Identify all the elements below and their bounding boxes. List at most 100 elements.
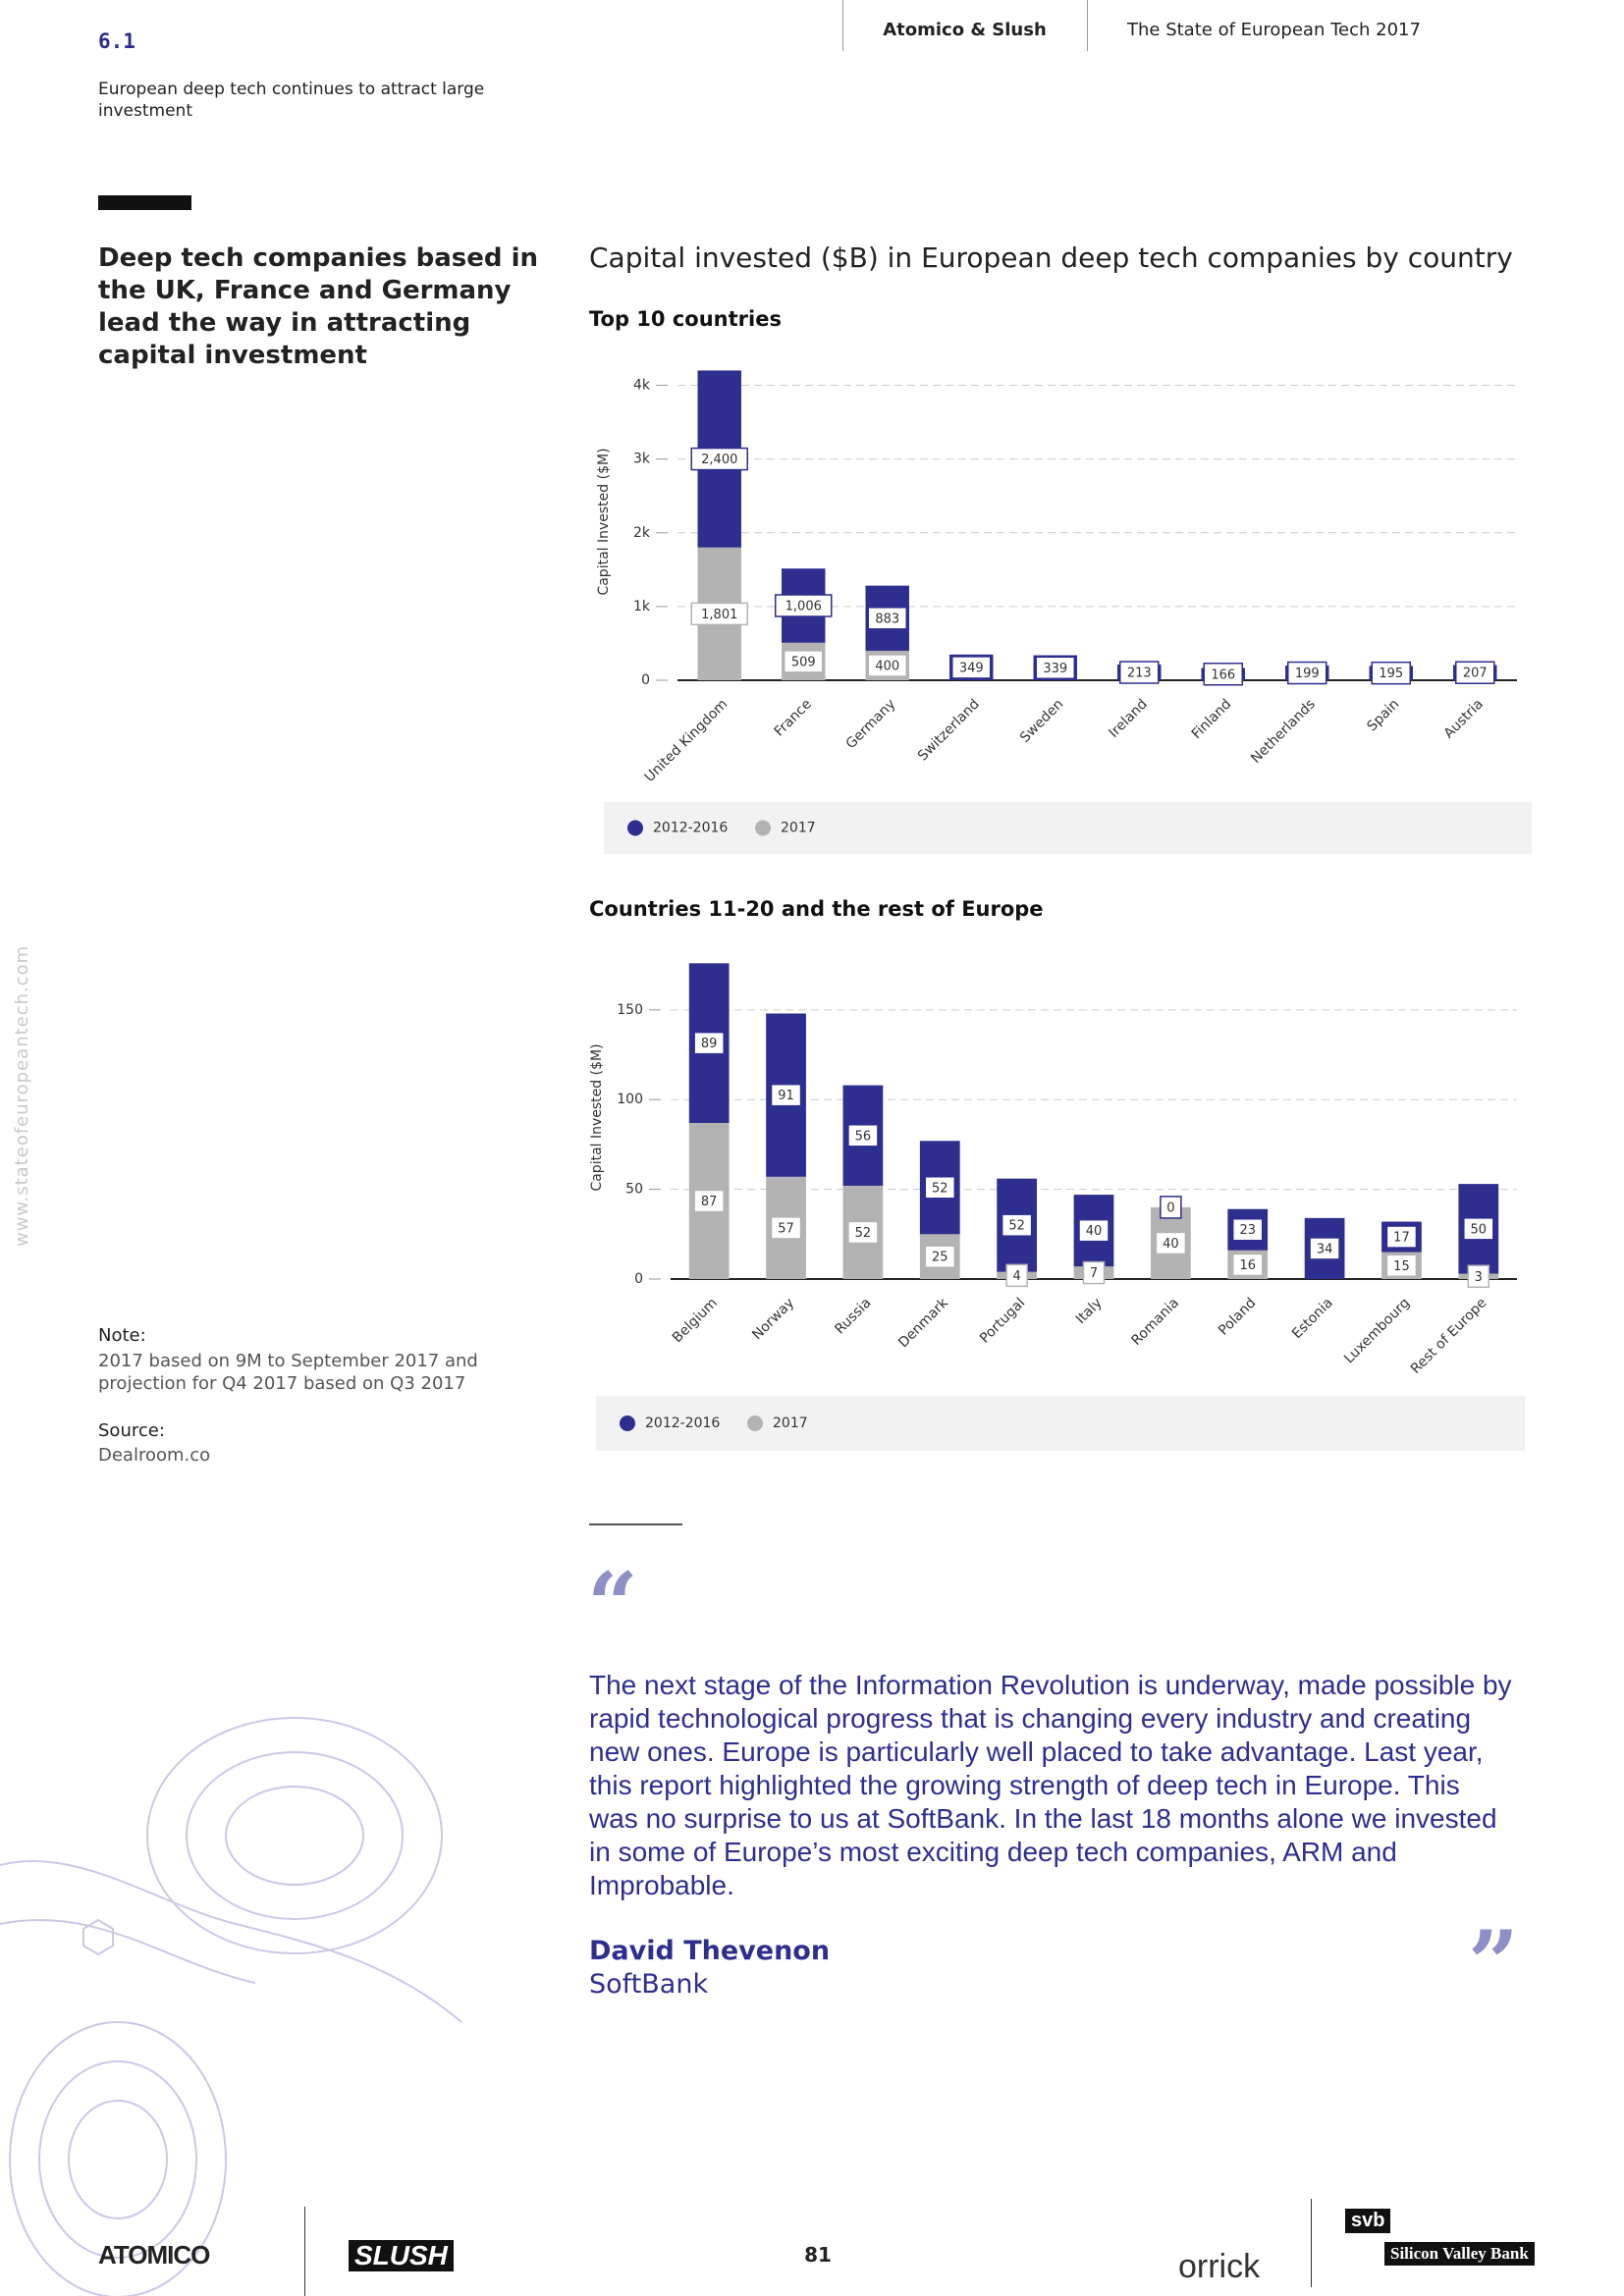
logo-svb: svb bbox=[1345, 2209, 1391, 2233]
quote-company: SoftBank bbox=[589, 1969, 709, 2000]
legend-swatch bbox=[747, 1415, 763, 1431]
value-label-box bbox=[1385, 1254, 1418, 1278]
value-label-box bbox=[693, 1031, 725, 1055]
value-label-box bbox=[847, 1220, 879, 1245]
value-label: 52 bbox=[855, 1226, 872, 1241]
legend-label: 2012-2016 bbox=[653, 821, 728, 836]
quote-mark-close: ” bbox=[1468, 1911, 1519, 2015]
legend-swatch bbox=[620, 1415, 635, 1431]
report-title: The State of European Tech 2017 bbox=[1127, 20, 1421, 40]
y-tick-label: 50 bbox=[625, 1182, 643, 1198]
value-label-box bbox=[924, 1176, 956, 1200]
accent-bar bbox=[98, 195, 191, 210]
note: 2017 based on 9M to September 2017 and p… bbox=[98, 1351, 478, 1394]
value-label: 40 bbox=[1163, 1237, 1179, 1252]
legend-box bbox=[596, 1396, 1525, 1451]
value-label: 25 bbox=[932, 1251, 948, 1265]
value-label: 34 bbox=[1317, 1242, 1333, 1256]
value-label-box bbox=[951, 656, 992, 679]
value-label-box bbox=[1082, 1260, 1106, 1285]
y-tick-label: 100 bbox=[617, 1092, 643, 1107]
section-number: 6.1 bbox=[98, 29, 135, 53]
logo-orrick: orrick bbox=[1178, 2248, 1261, 2285]
y-tick-label: 0 bbox=[641, 672, 650, 688]
value-label-box bbox=[770, 1216, 802, 1240]
value-label: 15 bbox=[1393, 1259, 1410, 1274]
logo-atomico: ATOMICO bbox=[98, 2240, 210, 2269]
value-label-box bbox=[1467, 1264, 1490, 1289]
value-label: 87 bbox=[701, 1195, 718, 1209]
value-label: 7 bbox=[1090, 1266, 1098, 1281]
value-label-box bbox=[1309, 1237, 1340, 1260]
value-label-box bbox=[1001, 1213, 1033, 1237]
quote-rule bbox=[589, 1523, 682, 1525]
value-label: 339 bbox=[1043, 662, 1067, 676]
x-tick-label: Austria bbox=[1441, 696, 1487, 741]
value-label-box bbox=[1231, 1253, 1264, 1277]
value-label-box bbox=[1078, 1218, 1110, 1243]
y-axis-label: Capital Invested ($M) bbox=[589, 1043, 605, 1191]
quote-text: The next stage of the Information Revolu… bbox=[589, 1670, 1512, 1900]
value-label: 400 bbox=[875, 659, 899, 673]
value-label-box bbox=[690, 447, 748, 471]
value-label-box bbox=[867, 654, 907, 677]
y-tick-label: 0 bbox=[634, 1271, 643, 1287]
source-title: Source: bbox=[98, 1420, 165, 1441]
value-label: 52 bbox=[1008, 1219, 1025, 1234]
value-label: 207 bbox=[1463, 667, 1488, 681]
value-label: 2,400 bbox=[701, 453, 737, 467]
source: Dealroom.co bbox=[98, 1445, 211, 1466]
chart-heading: Capital invested ($B) in European deep t… bbox=[589, 241, 1513, 274]
y-tick-label: 2k bbox=[633, 525, 651, 541]
value-label: 509 bbox=[791, 655, 816, 669]
value-label: 883 bbox=[875, 612, 899, 626]
value-label-box bbox=[1371, 661, 1411, 685]
value-label-box bbox=[1035, 656, 1075, 680]
x-tick-label: Norway bbox=[749, 1295, 797, 1343]
decoration bbox=[0, 1717, 462, 2296]
section-subtitle: European deep tech continues to attract … bbox=[98, 80, 485, 121]
legend-label: 2012-2016 bbox=[645, 1415, 720, 1431]
x-tick-label: Poland bbox=[1216, 1295, 1259, 1338]
x-tick-label: Luxembourg bbox=[1341, 1295, 1413, 1366]
value-label-box bbox=[847, 1124, 879, 1148]
value-label: 23 bbox=[1239, 1223, 1256, 1238]
value-label: 213 bbox=[1127, 667, 1152, 681]
x-tick-label: Denmark bbox=[895, 1295, 951, 1351]
value-label: 195 bbox=[1379, 667, 1403, 681]
note-title: Note: bbox=[98, 1325, 146, 1346]
value-label-box bbox=[1119, 661, 1160, 684]
divider bbox=[1311, 2199, 1312, 2287]
page-number: 81 bbox=[804, 2243, 832, 2267]
y-axis-label: Capital Invested ($M) bbox=[596, 448, 612, 595]
value-label-box bbox=[1155, 1231, 1187, 1255]
value-label-box bbox=[1463, 1217, 1494, 1241]
headline: Deep tech companies based in the UK, Fra… bbox=[98, 243, 539, 370]
divider bbox=[1087, 0, 1088, 51]
x-tick-label: Belgium bbox=[670, 1295, 721, 1346]
x-tick-label: Rest of Europe bbox=[1408, 1295, 1490, 1377]
value-label: 1,006 bbox=[785, 599, 822, 614]
x-tick-label: Romania bbox=[1128, 1295, 1182, 1349]
value-label: 40 bbox=[1086, 1224, 1103, 1239]
x-tick-label: Spain bbox=[1364, 696, 1402, 734]
value-label: 16 bbox=[1239, 1258, 1256, 1273]
value-label: 4 bbox=[1012, 1269, 1020, 1284]
chart-title: Top 10 countries bbox=[589, 307, 782, 331]
divider bbox=[842, 0, 843, 51]
value-label: 17 bbox=[1393, 1231, 1410, 1246]
x-tick-label: Portugal bbox=[977, 1295, 1028, 1346]
x-tick-label: Estonia bbox=[1289, 1295, 1336, 1342]
legend-label: 2017 bbox=[773, 1415, 808, 1431]
brand: Atomico & Slush bbox=[883, 20, 1047, 40]
legend-label: 2017 bbox=[781, 821, 816, 836]
value-label-box bbox=[924, 1245, 956, 1268]
legend-box bbox=[604, 802, 1532, 854]
value-label-box bbox=[1287, 661, 1327, 685]
value-label: 166 bbox=[1211, 667, 1235, 682]
value-label-box bbox=[775, 594, 833, 617]
value-label: 52 bbox=[932, 1181, 948, 1196]
legend-swatch bbox=[755, 820, 771, 836]
logo-svb-name: Silicon Valley Bank bbox=[1384, 2242, 1535, 2266]
